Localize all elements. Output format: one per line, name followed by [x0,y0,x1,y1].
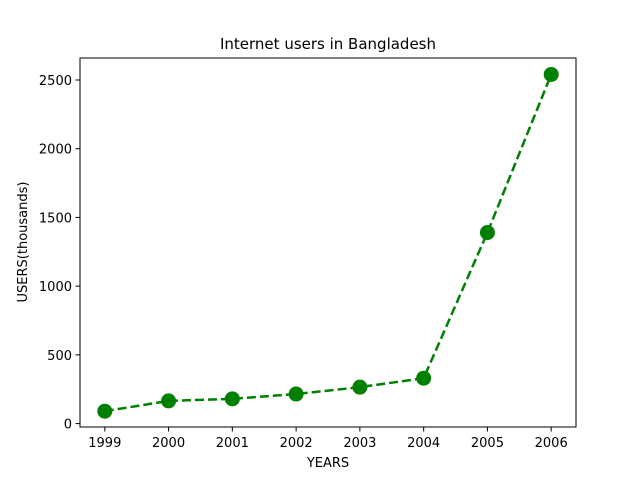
data-point [479,225,495,241]
x-tick-label: 2005 [471,436,504,451]
y-tick-label: 2500 [39,74,72,89]
x-tick-label: 2003 [343,436,376,451]
chart-title: Internet users in Bangladesh [220,35,436,53]
data-point [416,370,432,386]
data-point [352,379,368,395]
data-point [161,393,177,409]
series-line [104,74,553,413]
y-tick-label: 2000 [39,143,72,158]
data-point [224,391,240,407]
x-tick-label: 2001 [216,436,249,451]
x-tick-label: 2002 [280,436,313,451]
y-tick-label: 1000 [39,280,72,295]
x-axis: 1999 2000 2001 2002 2003 2004 2005 2006 [88,427,568,451]
x-axis-title: YEARS [306,456,349,471]
data-point [543,66,559,82]
x-tick-label: 2006 [535,436,568,451]
data-point [288,386,304,402]
y-axis: 0 500 1000 1500 2000 2500 [39,74,80,433]
x-tick-label: 1999 [88,436,121,451]
y-tick-label: 500 [47,349,72,364]
y-axis-title: USERS(thousands) [16,182,31,303]
x-tick-label: 2000 [152,436,185,451]
x-tick-label: 2004 [407,436,440,451]
plot-frame [79,57,577,428]
y-tick-label: 0 [64,418,72,433]
series-layer [97,66,559,419]
data-point [97,403,113,419]
y-tick-label: 1500 [39,211,72,226]
